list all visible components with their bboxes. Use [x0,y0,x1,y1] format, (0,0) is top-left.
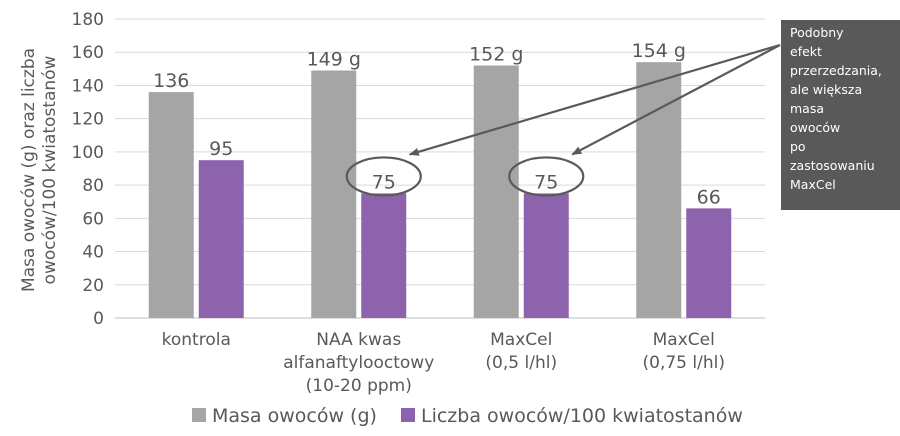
legend-label: Liczba owoców/100 kwiatostanów [421,405,743,427]
legend-swatch [192,408,206,422]
category-label: kontrola [162,330,231,350]
category-label: NAA kwas alfanaftylooctowy (10-20 ppm) [283,330,434,396]
category-label: MaxCel (0,5 l/hl) [485,330,557,373]
y-tick-label: 40 [82,243,104,263]
y-axis-ticks: 0 20 40 60 80 100 120 140 160 180 [72,10,104,329]
callout-text: Podobny efekt przerzedzania, ale większa mas… [790,25,882,192]
bar [361,193,407,318]
data-label: 154 g [632,40,686,62]
bar [523,193,569,318]
y-tick-label: 60 [82,209,104,229]
y-tick-label: 100 [72,143,104,163]
data-label: 136 [153,70,189,92]
bar [686,208,732,318]
bar [473,65,519,318]
data-label: 75 [372,171,396,193]
category-label: MaxCel (0,75 l/hl) [643,330,725,373]
arrow-line [571,44,781,156]
y-tick-label: 140 [72,76,104,96]
data-label: 75 [534,171,558,193]
data-label: 149 g [307,48,361,70]
bar [148,92,194,318]
legend: Masa owoców (g) Liczba owoców/100 kwiatos… [192,405,743,427]
y-tick-label: 0 [93,309,104,329]
y-tick-label: 20 [82,276,104,296]
annotation: Podobny efekt przerzedzania, ale większa mas… [345,20,900,210]
x-axis-categories: kontrola NAA kwas alfanaftylooctowy (10-20 … [162,330,725,396]
data-label: 152 g [469,44,523,66]
highlight-ellipse [508,156,585,197]
callout-box [781,20,900,210]
arrow-line [408,43,781,156]
highlight-ellipse [345,156,422,197]
data-label: 66 [697,186,721,208]
y-tick-label: 80 [82,176,104,196]
legend-swatch [401,408,415,422]
bar [636,62,682,318]
legend-label: Masa owoców (g) [212,405,377,427]
bar [198,160,244,318]
y-tick-label: 120 [72,110,104,130]
bar [311,70,357,318]
y-tick-label: 160 [72,43,104,63]
bars [148,62,732,318]
y-tick-label: 180 [72,10,104,30]
data-labels: 136 95 149 g 75 152 g 75 154 g 66 [153,40,721,208]
y-axis-label: Masa owoców (g) oraz liczbaowoców/100 kw… [19,48,60,292]
data-label: 95 [209,138,233,160]
